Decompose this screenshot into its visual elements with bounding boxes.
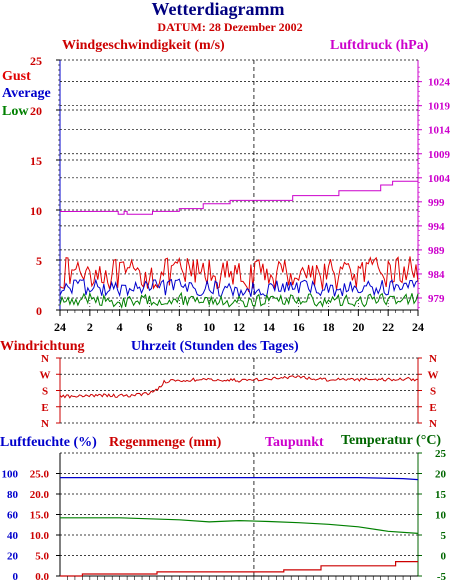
- humidity-tick-label: 80: [7, 489, 19, 501]
- direction-tick-label: E: [429, 402, 436, 414]
- temperature-series-line: [60, 517, 419, 534]
- wind-tick-label: 0: [36, 304, 42, 318]
- hour-tick-label: 2: [87, 320, 93, 334]
- hour-tick-label: 4: [117, 320, 123, 334]
- legend-average: Average: [2, 86, 51, 101]
- time-axis-label: Uhrzeit (Stunden des Tages): [131, 339, 299, 354]
- direction-tick-label: N: [429, 353, 437, 365]
- pressure-tick-label: 984: [428, 269, 445, 281]
- humidity-tick-label: 40: [7, 530, 19, 542]
- pressure-series-line: [59, 180, 418, 215]
- wind-tick-label: 25: [30, 54, 42, 68]
- hour-tick-label: 24: [54, 320, 66, 334]
- wind-direction-axis-label: Windrichtung: [0, 339, 85, 354]
- pressure-tick-label: 1004: [428, 173, 451, 185]
- temperature-tick-label: 25: [435, 448, 447, 460]
- direction-tick-label: E: [41, 402, 48, 414]
- rain-tick-label: 0.0: [35, 571, 49, 583]
- humidity-series-line: [60, 477, 419, 481]
- direction-tick-label: S: [42, 386, 48, 398]
- hour-tick-label: 24: [412, 320, 424, 334]
- wind-direction-series-line: [59, 375, 419, 399]
- pressure-tick-label: 1024: [428, 77, 451, 89]
- rain-series-line: [60, 561, 418, 577]
- pressure-tick-label: 1009: [428, 149, 451, 161]
- rain-tick-label: 5.0: [35, 551, 49, 563]
- direction-tick-label: N: [41, 418, 49, 430]
- hour-tick-label: 18: [323, 320, 335, 334]
- direction-tick-label: W: [428, 369, 439, 381]
- rain-axis-label: Regenmenge (mm): [109, 435, 222, 450]
- temperature-tick-label: 10: [435, 510, 447, 522]
- wind-tick-label: 15: [30, 154, 42, 168]
- pressure-tick-label: 989: [428, 245, 445, 257]
- wind-tick-label: 5: [36, 254, 42, 268]
- hour-tick-label: 20: [352, 320, 364, 334]
- temperature-tick-label: 20: [435, 469, 447, 481]
- temperature-tick-label: 0: [441, 551, 447, 563]
- direction-tick-label: S: [430, 386, 436, 398]
- rain-tick-label: 25.0: [30, 469, 50, 481]
- direction-tick-label: W: [40, 369, 51, 381]
- humidity-axis-label: Luftfeuchte (%): [0, 435, 97, 450]
- rain-tick-label: 20.0: [30, 489, 50, 501]
- gust-series-line: [59, 256, 419, 293]
- pressure-tick-label: 979: [428, 293, 445, 305]
- humidity-tick-label: 20: [7, 551, 19, 563]
- temperature-tick-label: -5: [437, 571, 447, 583]
- temperature-axis-label: Temperatur (°C): [341, 433, 441, 448]
- pressure-tick-label: 1014: [428, 125, 451, 137]
- pressure-tick-label: 999: [428, 197, 445, 209]
- pressure-axis-label: Luftdruck (hPa): [330, 38, 429, 53]
- direction-tick-label: N: [429, 418, 437, 430]
- hour-tick-label: 10: [203, 320, 215, 334]
- wind-tick-label: 20: [30, 104, 42, 118]
- hour-tick-label: 12: [233, 320, 245, 334]
- temperature-tick-label: 15: [435, 489, 447, 501]
- wind-speed-axis-label: Windgeschwindigkeit (m/s): [62, 38, 225, 53]
- humidity-tick-label: 100: [2, 469, 19, 481]
- hour-tick-label: 14: [263, 320, 275, 334]
- low-series-line: [59, 291, 419, 310]
- rain-tick-label: 10.0: [30, 530, 50, 542]
- legend-low: Low: [2, 104, 29, 119]
- dewpoint-label: Taupunkt: [265, 435, 324, 450]
- hour-tick-label: 22: [382, 320, 394, 334]
- wind-tick-label: 10: [30, 204, 42, 218]
- pressure-tick-label: 994: [428, 221, 445, 233]
- humidity-tick-label: 0: [13, 571, 19, 583]
- temperature-tick-label: 5: [441, 530, 447, 542]
- rain-tick-label: 15.0: [30, 510, 50, 522]
- pressure-tick-label: 1019: [428, 101, 451, 113]
- hour-tick-label: 16: [293, 320, 305, 334]
- chart-subtitle: DATUM: 28 Dezember 2002: [157, 20, 302, 34]
- chart-title: Wetterdiagramm: [152, 0, 285, 19]
- legend-gust: Gust: [2, 69, 31, 84]
- direction-tick-label: N: [41, 353, 49, 365]
- hour-tick-label: 6: [147, 320, 153, 334]
- hour-tick-label: 8: [176, 320, 182, 334]
- humidity-tick-label: 60: [7, 510, 19, 522]
